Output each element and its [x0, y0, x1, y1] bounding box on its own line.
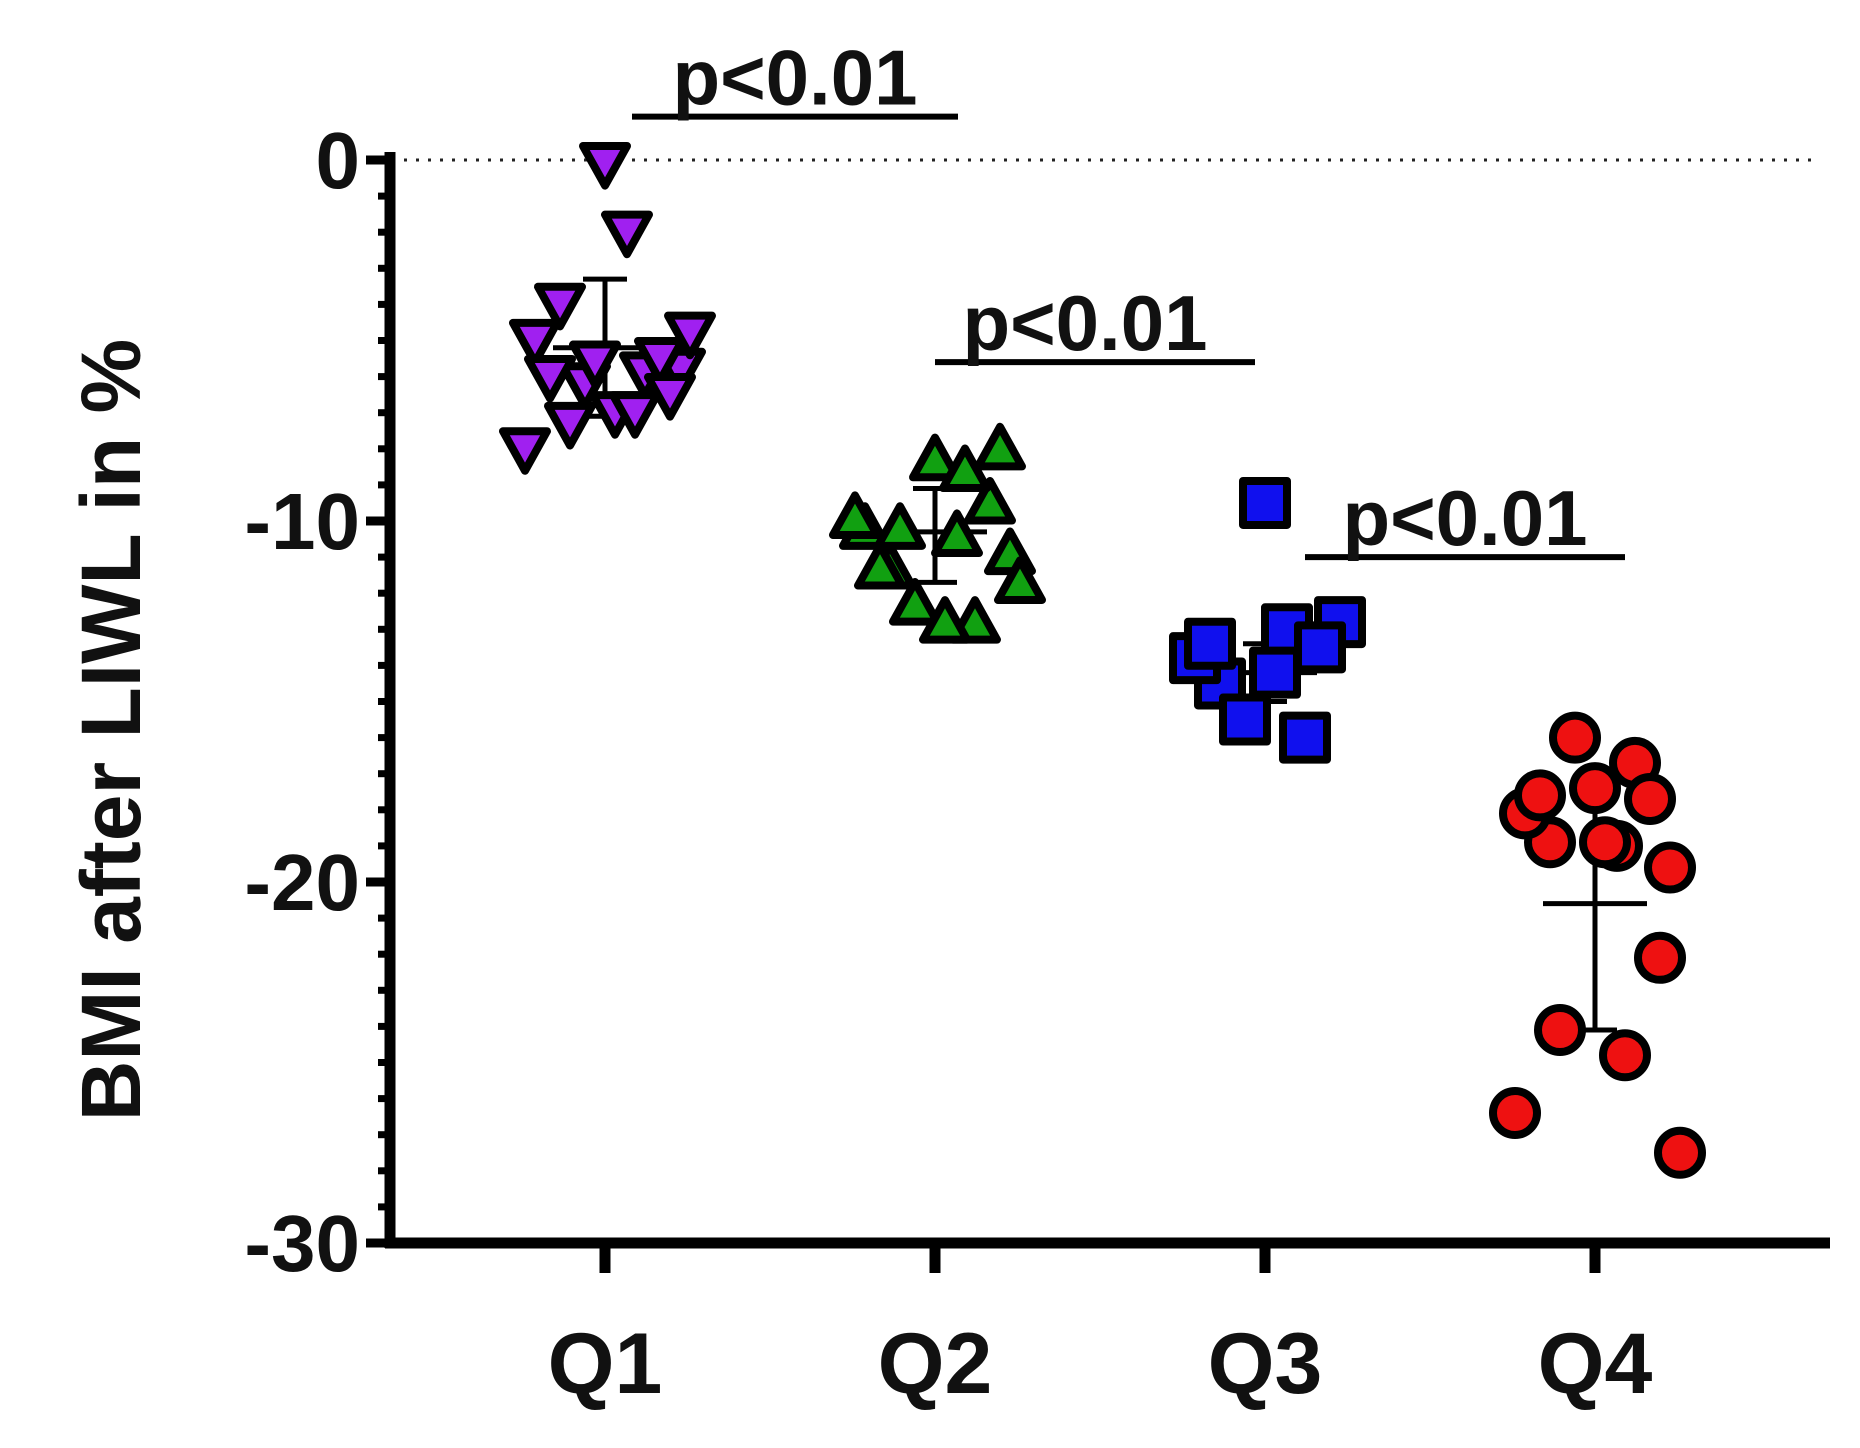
triangle-up-point — [964, 476, 1016, 525]
triangle-up-point — [829, 491, 881, 539]
y-tick-label: 0 — [316, 116, 361, 205]
x-tick-label: Q1 — [548, 1316, 663, 1412]
triangle-down-point — [569, 340, 621, 389]
circle-point — [1579, 816, 1631, 869]
data-points-layer — [499, 142, 1706, 1179]
triangle-down-point — [664, 311, 716, 360]
triangle-up-point — [874, 502, 926, 550]
square-point — [1219, 693, 1271, 746]
square-point — [1239, 476, 1291, 529]
triangle-up-point — [939, 444, 991, 493]
triangle-up-point — [854, 541, 906, 590]
triangle-down-point — [609, 391, 661, 439]
triangle-down-point — [544, 401, 596, 450]
square-point — [1184, 617, 1236, 670]
axis-layer: 0 -10 -20 -30 — [244, 116, 1830, 1288]
triangle-up-point — [909, 433, 961, 482]
square-point — [1279, 711, 1331, 764]
triangle-down-point — [499, 427, 551, 475]
circle-point — [1514, 769, 1566, 822]
circle-point — [1569, 762, 1621, 815]
triangle-up-point — [994, 556, 1046, 604]
circle-point — [1599, 1029, 1651, 1082]
triangle-down-point — [524, 355, 576, 403]
y-axis-label: BMI after LIWL in % — [64, 339, 158, 1121]
circle-point — [1644, 841, 1696, 894]
error-bar-layer — [553, 276, 1647, 1033]
circle-point — [1489, 1087, 1541, 1140]
circle-point — [1654, 1126, 1706, 1179]
triangle-down-point — [534, 282, 586, 331]
square-point — [1249, 646, 1301, 699]
x-tick-label: Q2 — [878, 1316, 993, 1412]
triangle-up-point — [931, 509, 983, 558]
triangle-up-point — [974, 422, 1026, 471]
x-tick-label: Q3 — [1208, 1316, 1323, 1412]
y-tick-label: -20 — [244, 838, 360, 927]
significance-label: p<0.01 — [962, 279, 1207, 367]
triangle-down-point — [509, 318, 561, 367]
significance-label: p<0.01 — [1342, 474, 1587, 562]
circle-point — [1534, 1004, 1586, 1057]
triangle-up-point — [919, 596, 971, 644]
triangle-down-point — [634, 336, 686, 385]
circle-point — [1634, 931, 1686, 984]
circle-point — [1624, 772, 1676, 825]
x-tick-label: Q4 — [1538, 1316, 1653, 1412]
circle-point — [1549, 711, 1601, 764]
significance-label: p<0.01 — [672, 34, 917, 122]
triangle-up-point — [889, 578, 941, 626]
label-layer: BMI after LIWL in % Q1 Q2 Q3 Q4 — [64, 339, 1653, 1412]
square-point — [1294, 621, 1346, 674]
significance-layer: p<0.01 p<0.01 p<0.01 — [632, 34, 1625, 562]
triangle-down-point — [579, 142, 631, 190]
triangle-down-point — [601, 210, 653, 259]
y-tick-label: -30 — [244, 1199, 360, 1288]
y-tick-label: -10 — [244, 477, 360, 566]
